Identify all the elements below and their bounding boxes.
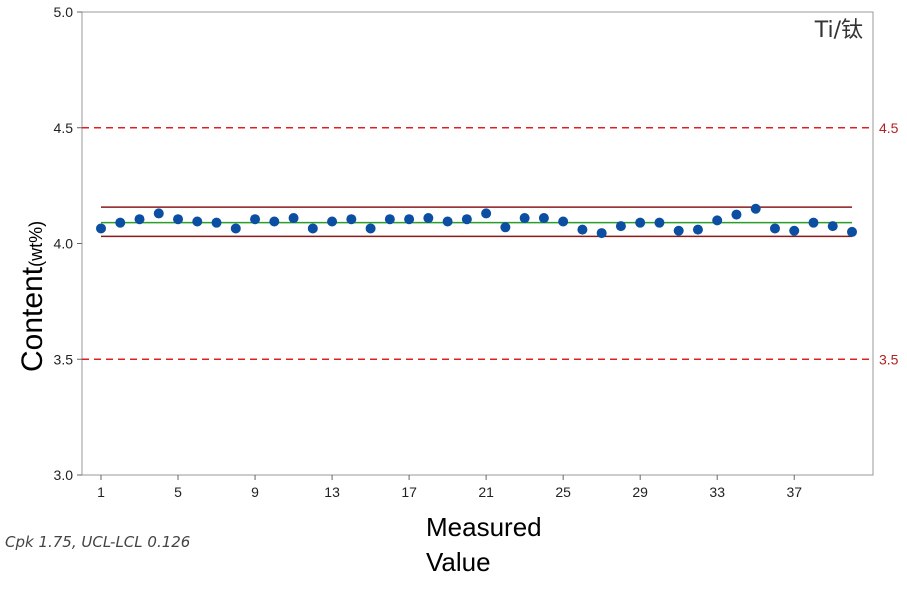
data-point (558, 216, 569, 227)
y-tick-label: 4.5 (54, 120, 74, 136)
x-axis-label-line1: Measured (426, 512, 542, 542)
data-point (538, 213, 549, 224)
data-point (307, 223, 318, 234)
y-axis-label-main: Content (16, 266, 49, 372)
data-point (250, 214, 261, 225)
data-point (115, 217, 126, 228)
data-point (577, 224, 588, 235)
x-axis-label-line2: Value (426, 547, 491, 577)
data-point (712, 215, 723, 226)
data-point (153, 208, 164, 219)
y-axis: 3.0 3.5 4.0 4.5 5.0 (54, 4, 82, 483)
spec-label-upper: 4.5 (879, 120, 899, 136)
x-axis: 1 5 9 13 17 21 25 29 33 37 (97, 475, 802, 500)
data-point (442, 216, 453, 227)
data-point (192, 216, 203, 227)
x-tick-label: 33 (709, 484, 725, 500)
data-point (635, 217, 646, 228)
y-tick-label: 3.0 (54, 467, 74, 483)
data-point (173, 214, 184, 225)
x-tick-label: 1 (97, 484, 105, 500)
data-point (519, 213, 530, 224)
data-point (692, 224, 703, 235)
data-point (211, 217, 222, 228)
x-axis-label: Measured Value (426, 510, 542, 580)
data-point (731, 209, 742, 220)
data-point (500, 222, 511, 233)
data-point (847, 226, 857, 237)
data-point (789, 225, 800, 236)
spec-limit-lines: 4.5 3.5 (82, 120, 899, 367)
x-tick-label: 29 (632, 484, 648, 500)
data-point (288, 213, 299, 224)
control-limit-lines (101, 206, 852, 238)
x-tick-label: 13 (324, 484, 340, 500)
data-point (346, 214, 357, 225)
data-point (384, 214, 395, 225)
data-point (827, 221, 838, 232)
data-point (769, 223, 780, 234)
data-point (808, 217, 819, 228)
data-point (404, 214, 415, 225)
spec-label-lower: 3.5 (879, 351, 899, 367)
data-point (654, 217, 665, 228)
x-tick-label: 17 (401, 484, 417, 500)
y-tick-label: 4.0 (54, 236, 74, 252)
data-point (96, 223, 106, 234)
data-point (673, 225, 684, 236)
capability-stats: Cpk 1.75, UCL-LCL 0.126 (5, 533, 191, 551)
data-point (596, 228, 607, 239)
data-point (461, 214, 472, 225)
y-tick-label: 3.5 (54, 351, 74, 367)
data-point (423, 213, 434, 224)
data-point (615, 221, 626, 232)
x-tick-label: 9 (251, 484, 259, 500)
data-point (327, 216, 338, 227)
element-label: Ti/钛 (814, 18, 863, 43)
y-axis-label: Content(wt%) (16, 221, 49, 372)
svg-text:Content(wt%): Content(wt%) (16, 221, 49, 372)
y-tick-label: 5.0 (54, 4, 74, 20)
data-point (481, 208, 492, 219)
data-point (365, 223, 376, 234)
data-point (269, 216, 280, 227)
x-tick-label: 37 (786, 484, 802, 500)
plot-frame (81, 11, 874, 476)
data-point (134, 214, 145, 225)
y-axis-label-unit: (wt%) (26, 221, 46, 267)
x-tick-label: 25 (555, 484, 571, 500)
data-points (96, 203, 857, 239)
data-point (750, 203, 761, 214)
data-point (230, 223, 241, 234)
x-tick-label: 5 (174, 484, 182, 500)
x-tick-label: 21 (478, 484, 494, 500)
